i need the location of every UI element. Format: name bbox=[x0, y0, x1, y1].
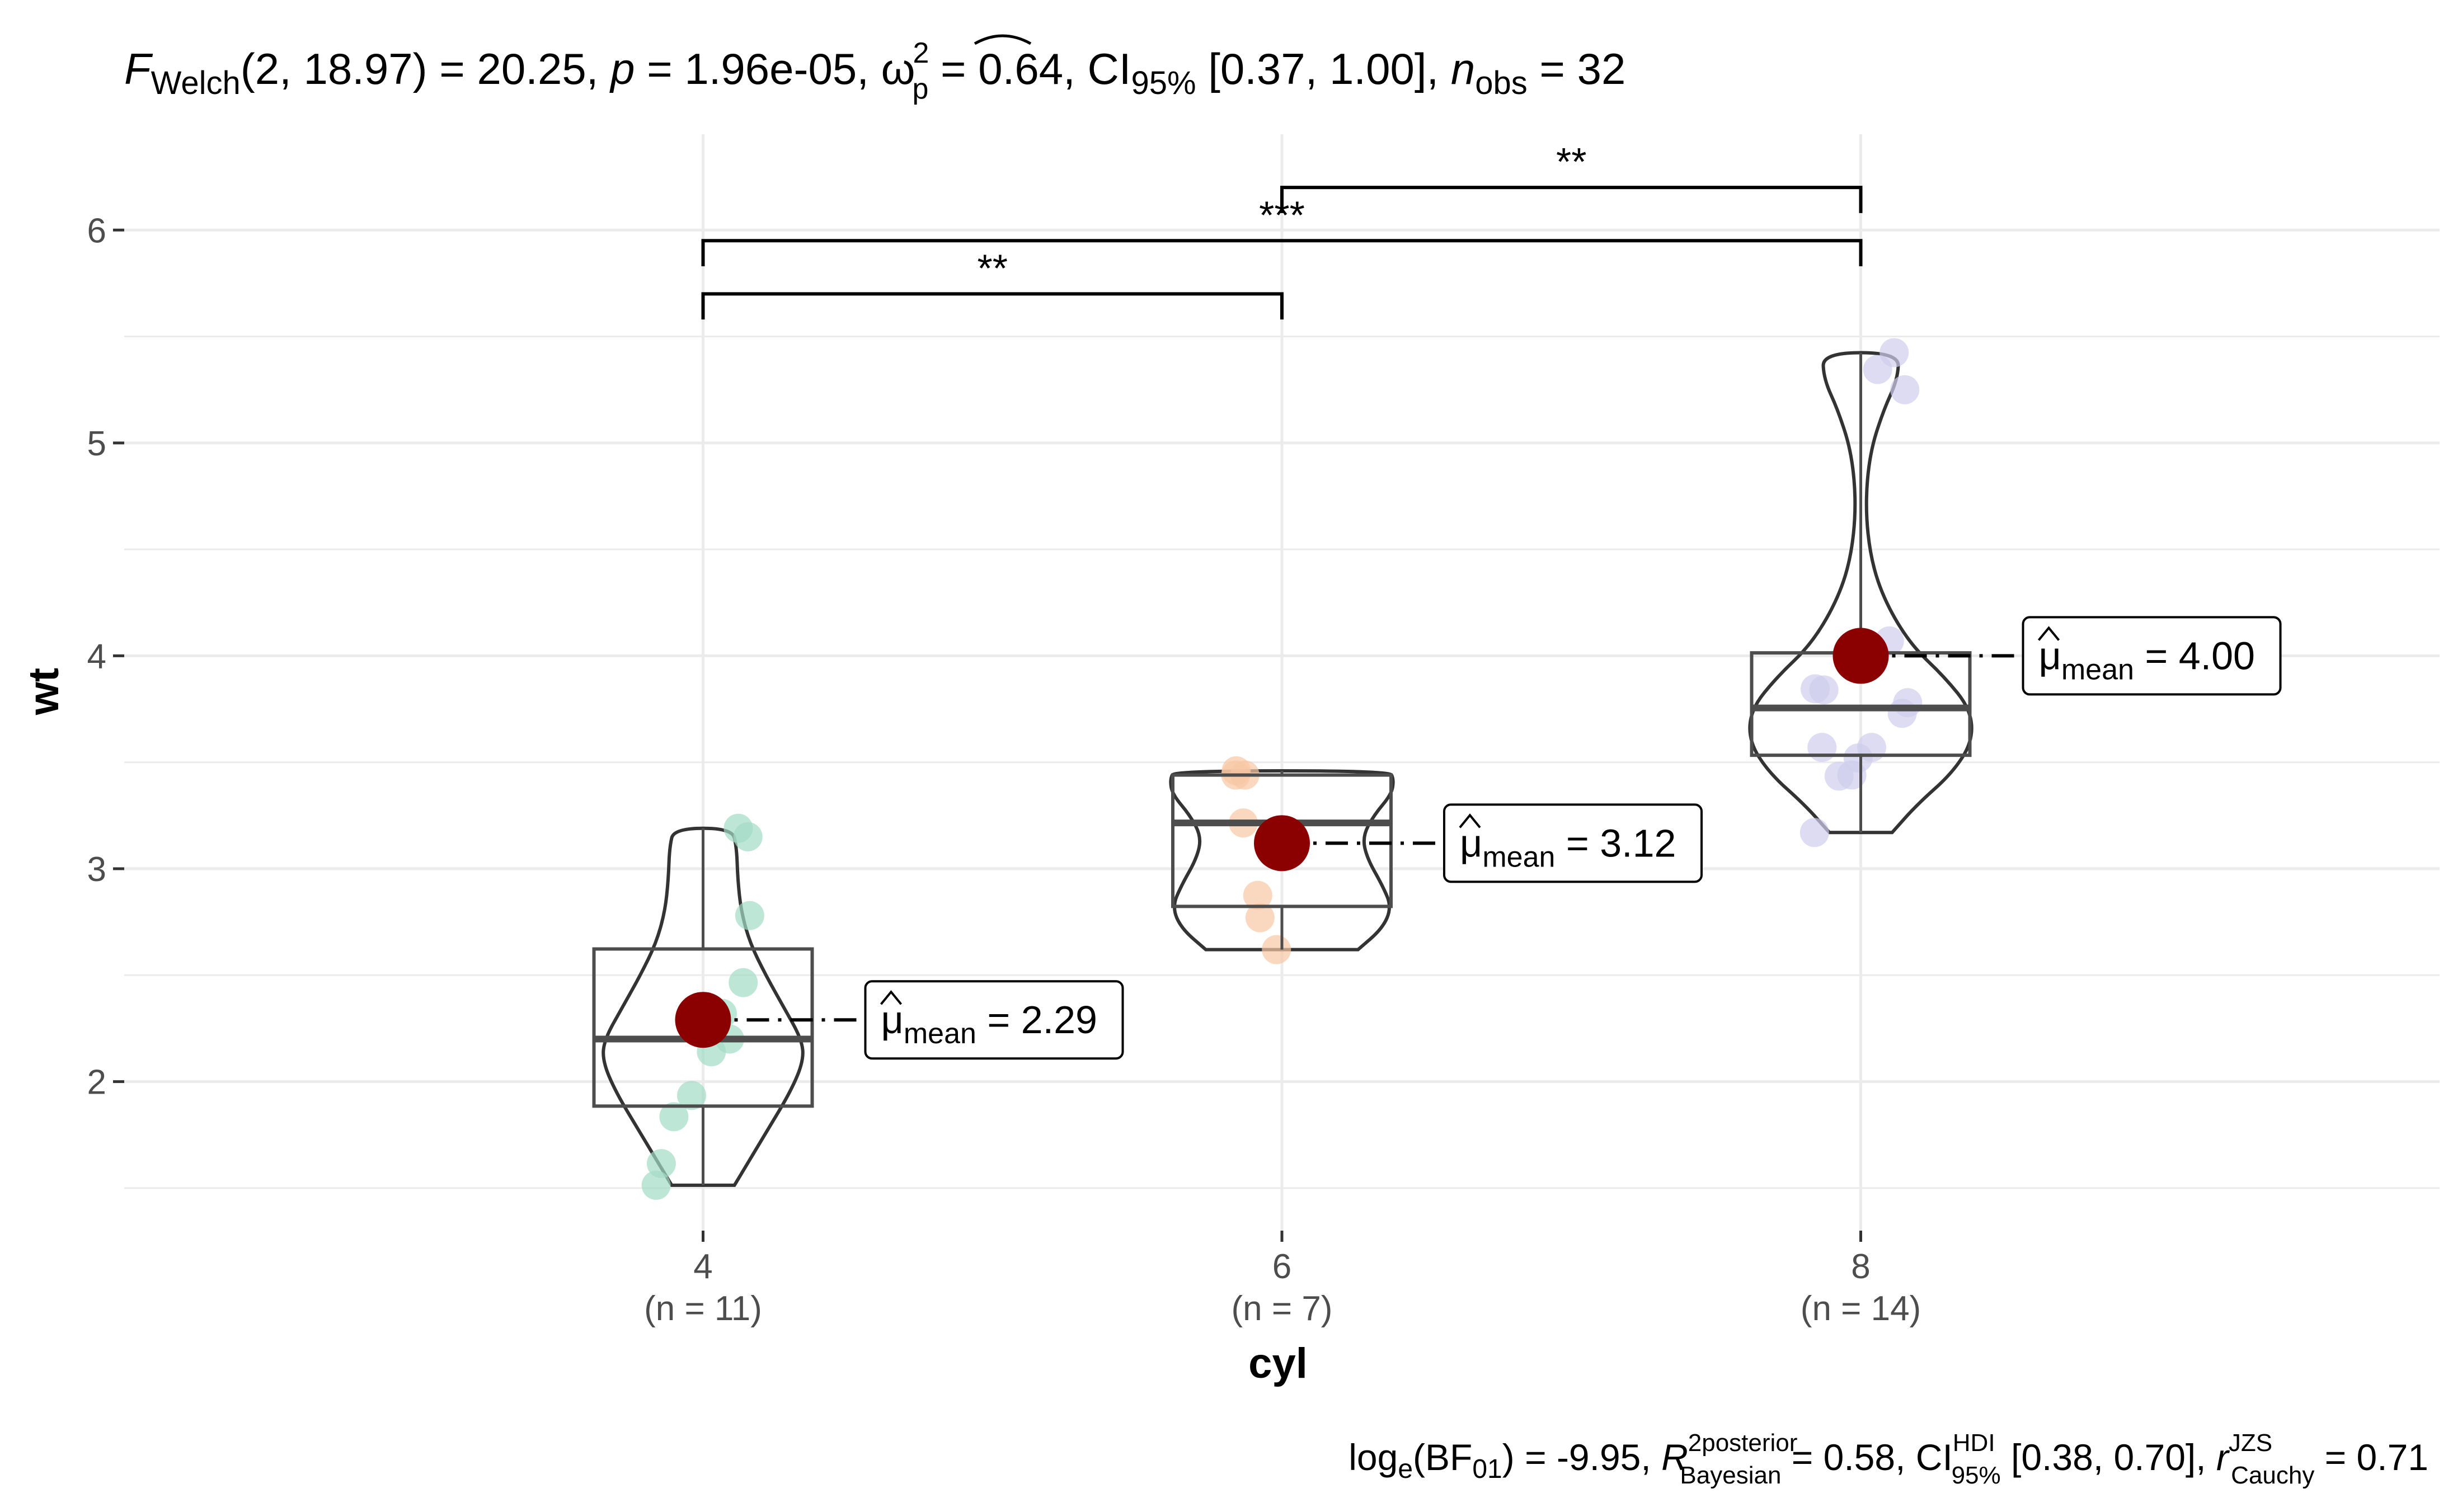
mean-label: μmean = 2.29 bbox=[881, 998, 1097, 1050]
data-point bbox=[659, 1102, 689, 1132]
data-point bbox=[1262, 935, 1291, 964]
data-point bbox=[1799, 818, 1829, 847]
omega-hat bbox=[974, 34, 1032, 45]
x-axis-title: cyl bbox=[1248, 1340, 1308, 1387]
mean-point bbox=[1833, 628, 1889, 684]
x-tick-label: 6 bbox=[1272, 1247, 1291, 1286]
x-tick-label: 4 bbox=[693, 1247, 712, 1286]
mean-hat bbox=[1459, 813, 1481, 828]
violins bbox=[602, 351, 1974, 1187]
mean-label: μmean = 3.12 bbox=[1460, 821, 1676, 873]
bracket-4-6 bbox=[701, 292, 1284, 320]
y-tick-label: 2 bbox=[87, 1063, 106, 1102]
data-point bbox=[641, 1170, 671, 1200]
data-point bbox=[729, 968, 758, 997]
y-tick-label: 3 bbox=[87, 850, 106, 889]
violin-6 bbox=[1169, 769, 1395, 952]
data-point bbox=[1893, 688, 1923, 718]
chart-subtitle: FWelch(2, 18.97) = 20.25, p = 1.96e-05, … bbox=[124, 37, 1625, 105]
y-tick-label: 6 bbox=[87, 211, 106, 250]
y-tick-label: 5 bbox=[87, 425, 106, 463]
data-point bbox=[1243, 880, 1272, 910]
data-point bbox=[1890, 375, 1920, 404]
data-point bbox=[733, 822, 763, 851]
mean-label: μmean = 4.00 bbox=[2039, 634, 2255, 686]
significance-brackets: ******* bbox=[701, 140, 1863, 320]
bracket-4-8 bbox=[701, 239, 1863, 266]
data-point bbox=[735, 901, 764, 930]
x-tick-label: 8 bbox=[1851, 1247, 1870, 1286]
y-tick-label: 4 bbox=[87, 637, 106, 676]
mean-hat bbox=[2037, 626, 2060, 641]
mean-label-box bbox=[1443, 803, 1703, 883]
bracket-label: ** bbox=[978, 246, 1008, 290]
x-tick-count-label: (n = 7) bbox=[1232, 1289, 1333, 1328]
data-point bbox=[1807, 733, 1837, 762]
mean-label-box bbox=[864, 980, 1124, 1060]
bracket-label: ** bbox=[1556, 140, 1586, 183]
data-point bbox=[1843, 743, 1873, 773]
violin-4 bbox=[602, 826, 805, 1187]
x-tick-count-label: (n = 14) bbox=[1801, 1289, 1921, 1328]
mean-label-box bbox=[2022, 616, 2282, 696]
mean-point bbox=[675, 992, 731, 1048]
data-point bbox=[646, 1149, 676, 1179]
box-6 bbox=[1171, 773, 1393, 908]
data-point bbox=[677, 1081, 707, 1110]
mean-point bbox=[1254, 815, 1310, 872]
x-tick-count-label: (n = 11) bbox=[644, 1289, 762, 1328]
y-axis-title: wt bbox=[20, 668, 68, 715]
mean-markers: μmean = 2.29 μmean = 3.12 μmean = 4.00 bbox=[675, 616, 2282, 1060]
data-point bbox=[1801, 674, 1830, 704]
box-4 bbox=[592, 947, 814, 1108]
bracket-6-8 bbox=[1280, 186, 1863, 213]
data-point bbox=[1824, 761, 1854, 791]
chart-caption: loge(BF01) = -9.95, R2posterior Bayesian … bbox=[1348, 1429, 2428, 1489]
data-point bbox=[1245, 903, 1275, 932]
mean-hat bbox=[880, 990, 903, 1005]
data-point bbox=[1863, 355, 1892, 384]
